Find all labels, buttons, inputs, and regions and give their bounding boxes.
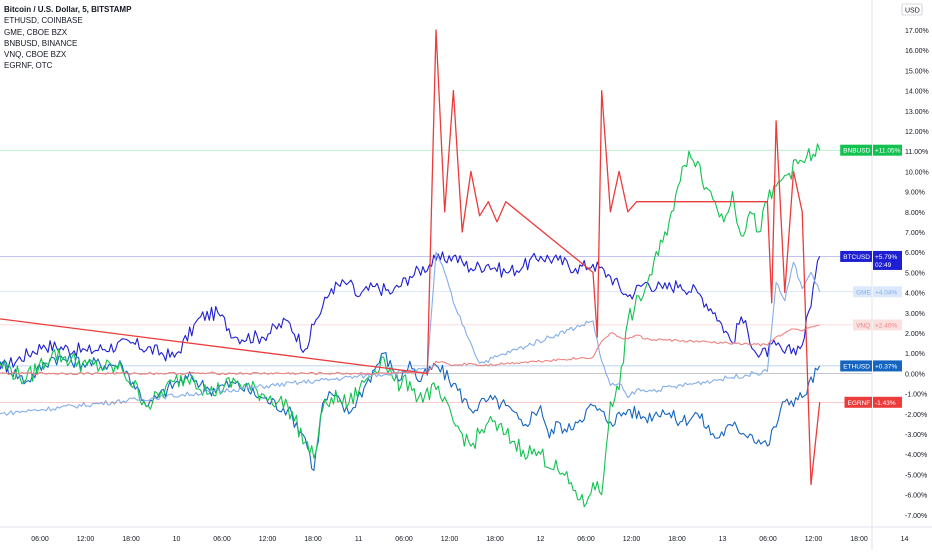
series-value-tag-vnq: [873, 319, 902, 331]
series-name-text-ethusd: ETHUSD: [843, 363, 870, 370]
legend-item-vnq: VNQ, CBOE BZX: [4, 50, 67, 60]
x-tick-label: 12:00: [77, 536, 95, 543]
series-name-text-gme: GME: [856, 289, 871, 296]
unit-badge[interactable]: [901, 3, 923, 16]
series-name-tag-ethusd: [840, 360, 872, 372]
series-value-text-bnbusd: +11.05%: [875, 148, 901, 155]
series-line-vnq: [0, 324, 820, 376]
y-tick-label: 5.00%: [905, 270, 925, 277]
x-tick-label: 06:00: [213, 536, 231, 543]
y-tick-label: 14.00%: [905, 89, 929, 96]
x-tick-label: 12:00: [805, 536, 823, 543]
legend-title: Bitcoin / U.S. Dollar, 5, BITSTAMP: [4, 5, 132, 14]
series-name-tag-gme: [853, 286, 872, 298]
y-tick-label: 17.00%: [905, 28, 929, 35]
series-value-tag-btcusd: [873, 250, 902, 270]
x-tick-label: 12: [537, 536, 545, 543]
y-tick-label: 12.00%: [905, 129, 929, 136]
series-name-text-bnbusd: BNBUSD: [843, 148, 870, 155]
x-tick-label: 06:00: [759, 536, 777, 543]
series-value-text-vnq: +2.40%: [875, 322, 897, 329]
series-value-text-egrnf: -1.43%: [875, 400, 896, 407]
x-tick-label: 06:00: [577, 536, 595, 543]
y-tick-label: -6.00%: [905, 493, 927, 500]
series-line-ethusd: [0, 352, 821, 471]
x-tick-label: 18:00: [122, 536, 140, 543]
series-value-text-ethusd: +0.37%: [875, 363, 897, 370]
series-value-tag-ethusd: [873, 360, 902, 372]
x-tick-label: 14: [901, 536, 909, 543]
y-tick-label: -2.00%: [905, 412, 927, 419]
x-tick-label: 13: [719, 536, 727, 543]
series-value-tag-bnbusd: [873, 144, 902, 156]
y-tick-label: 1.00%: [905, 351, 925, 358]
y-tick-label: 7.00%: [905, 230, 925, 237]
series-name-tag-egrnf: [844, 396, 872, 408]
legend-item-gme: GME, CBOE BZX: [4, 27, 68, 37]
y-tick-label: 8.00%: [905, 210, 925, 217]
y-tick-label: -4.00%: [905, 452, 927, 459]
series-value-text-gme: +4.04%: [875, 289, 897, 296]
series-line-egrnf: [0, 29, 821, 486]
y-tick-label: 11.00%: [905, 149, 928, 156]
x-tick-label: 12:00: [259, 536, 277, 543]
x-tick-label: 18:00: [668, 536, 686, 543]
legend-item-bnbusd: BNBUSD, BINANCE: [4, 38, 78, 48]
y-tick-label: 0.00%: [905, 371, 925, 378]
y-tick-label: -7.00%: [905, 513, 927, 520]
series-value-tag-gme: [873, 286, 902, 298]
legend-item-egrnf: EGRNF, OTC: [4, 61, 53, 71]
series-line-btcusd: [0, 251, 821, 373]
series-countdown-text-btcusd: 02:49: [875, 262, 892, 269]
y-tick-label: 9.00%: [905, 190, 925, 197]
y-tick-label: -5.00%: [905, 472, 927, 479]
x-tick-label: 18:00: [850, 536, 868, 543]
x-tick-label: 18:00: [304, 536, 322, 543]
y-tick-label: 13.00%: [905, 109, 929, 116]
y-tick-label: 3.00%: [905, 311, 925, 318]
x-tick-label: 06:00: [395, 536, 413, 543]
series-name-tag-btcusd: [840, 250, 872, 262]
x-tick-label: 12:00: [623, 536, 641, 543]
x-tick-label: 18:00: [486, 536, 504, 543]
series-name-text-vnq: VNQ: [856, 322, 870, 329]
y-tick-label: 6.00%: [905, 250, 925, 257]
series-name-text-egrnf: EGRNF: [848, 400, 871, 407]
y-tick-label: 10.00%: [905, 169, 929, 176]
legend: Bitcoin / U.S. Dollar, 5, BITSTAMP ETHUS…: [4, 4, 131, 72]
x-tick-label: 06:00: [31, 536, 49, 543]
y-tick-label: 2.00%: [905, 331, 925, 338]
y-tick-label: -3.00%: [905, 432, 927, 439]
x-tick-label: 10: [173, 536, 181, 543]
x-tick-label: 11: [355, 536, 362, 543]
legend-item-ethusd: ETHUSD, COINBASE: [4, 16, 83, 26]
series-value-tag-egrnf: [873, 396, 902, 408]
series-name-tag-bnbusd: [840, 144, 872, 156]
series-name-text-btcusd: BTCUSD: [843, 254, 870, 261]
series-name-tag-vnq: [853, 319, 872, 331]
series-value-text-btcusd: +5.79%: [875, 254, 897, 261]
y-tick-label: 4.00%: [905, 291, 925, 298]
y-tick-label: 16.00%: [905, 48, 929, 55]
unit-label: USD: [905, 8, 920, 15]
y-tick-label: -1.00%: [905, 392, 927, 399]
y-tick-label: 15.00%: [905, 68, 929, 75]
series-line-bnbusd: [0, 143, 821, 508]
x-tick-label: 12:00: [441, 536, 459, 543]
